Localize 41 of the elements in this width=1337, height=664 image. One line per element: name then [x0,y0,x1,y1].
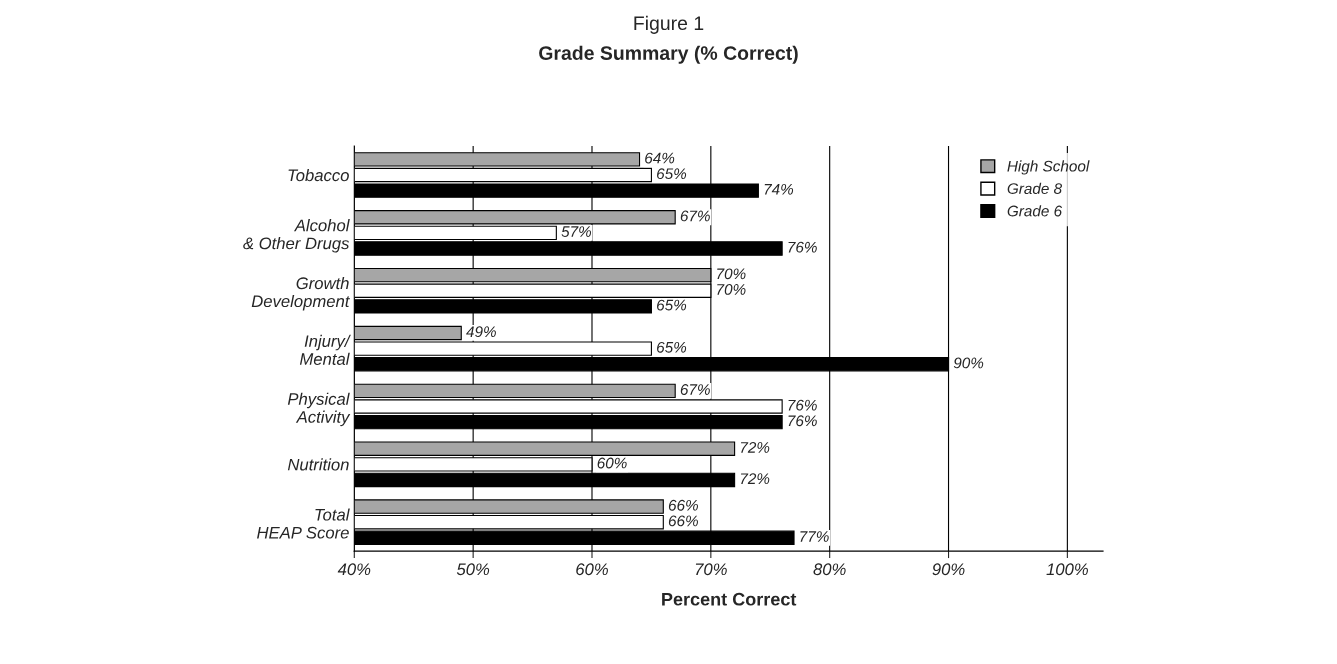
data-label: 72% [740,441,770,453]
data-label: 65% [657,299,687,311]
data-label: 57% [561,226,592,237]
x-tick-label: 100% [1046,563,1088,576]
data-label: 65% [657,168,687,180]
y-tick-label: Tobacco [288,168,349,182]
y-tick-label: Nutrition [287,458,349,471]
data-label: 66% [668,515,698,527]
data-label: 60% [597,457,627,469]
data-label: 76% [788,241,817,253]
x-axis-title: Percent Correct [662,592,797,606]
y-tick-label: Total HEAP Score [257,508,350,539]
data-label: 76% [788,399,817,411]
data-label: 49% [466,326,496,338]
data-label: 74% [764,183,794,195]
data-label: 67% [680,210,710,222]
y-tick-label: Physical Activity [287,392,351,427]
y-tick-label: Growth Development [251,276,351,311]
data-label: 66% [668,499,698,511]
data-label: 64% [645,152,675,164]
data-label: 70% [717,284,746,295]
legend-label: Grade 8 [1007,182,1063,195]
x-tick-label: 70% [695,563,727,576]
x-tick-label: 60% [576,563,608,576]
legend-label: High School [1007,160,1090,175]
data-label: 90% [953,357,984,369]
y-tick-label: Injury/ Mental [299,334,351,365]
data-label: 77% [800,531,829,542]
y-tick-label: Alcohol & Other Drugs [243,219,350,253]
data-label: 70% [717,268,746,280]
data-label: 76% [788,415,817,427]
x-tick-label: 80% [813,563,846,576]
x-tick-label: 40% [337,563,371,576]
chart-title: Figure 1 [634,15,704,34]
data-label: 72% [740,473,770,484]
x-tick-label: 50% [456,563,490,576]
data-label: 65% [657,341,687,353]
x-tick-label: 90% [932,563,965,576]
data-label: 67% [680,384,710,395]
chart-subtitle: Grade Summary (% Correct) [539,45,798,64]
legend-label: Grade 6 [1007,205,1063,217]
